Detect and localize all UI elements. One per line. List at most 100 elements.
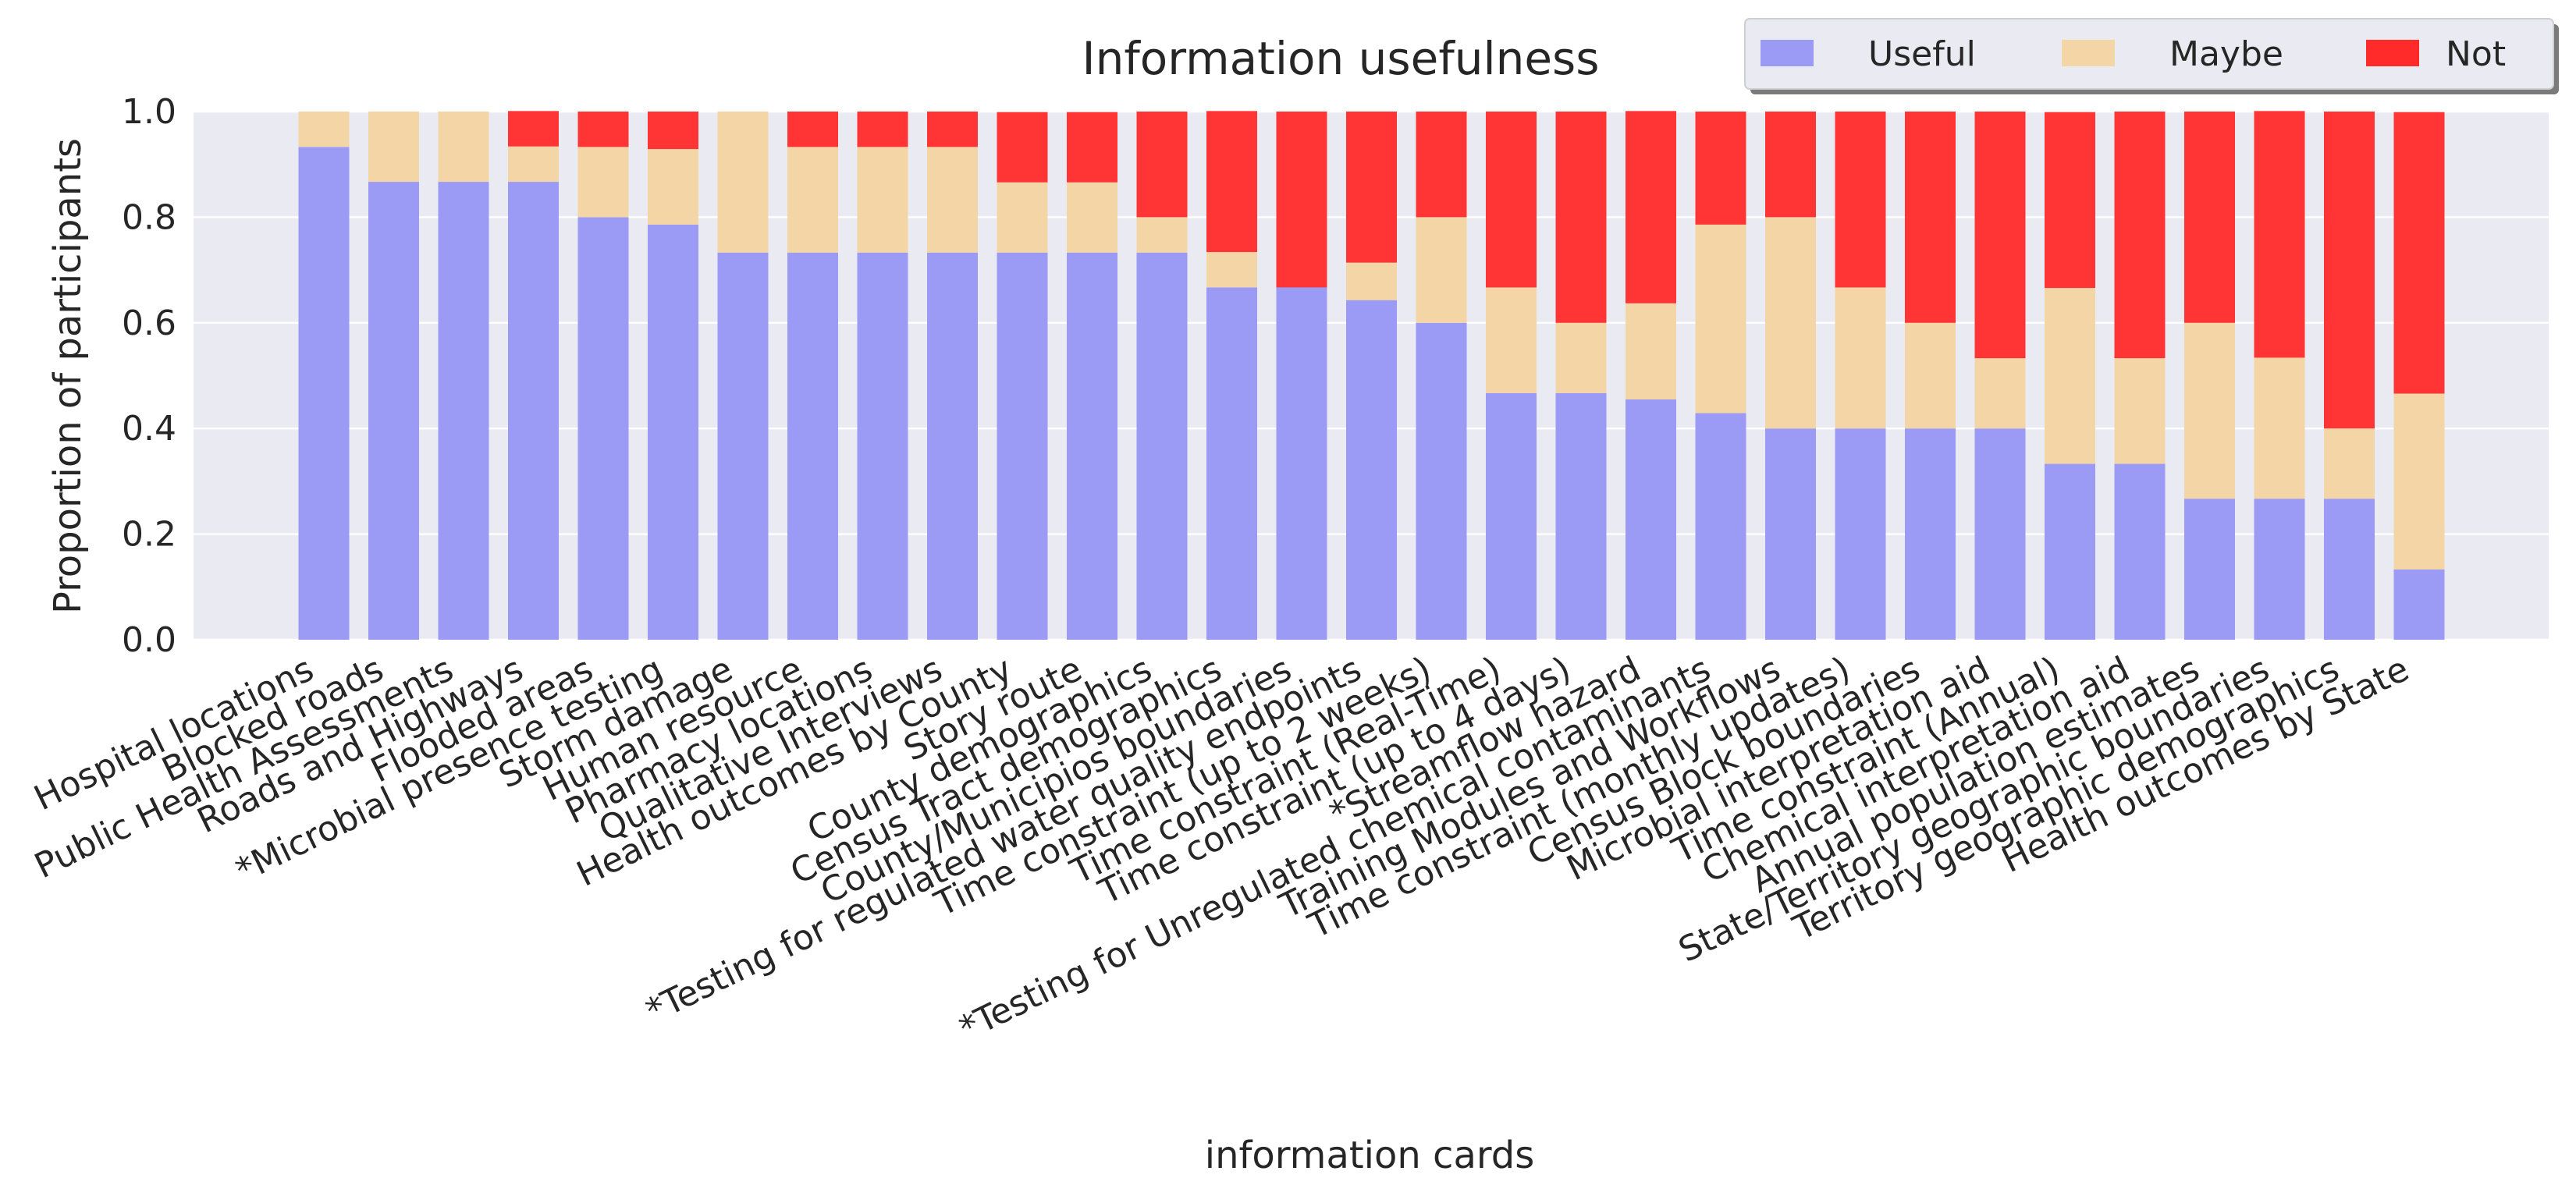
bar-maybe bbox=[648, 149, 698, 225]
bar-maybe bbox=[1765, 217, 1816, 429]
bar-not bbox=[1835, 112, 1886, 288]
bar-not bbox=[508, 111, 559, 147]
bar-maybe bbox=[1486, 287, 1537, 393]
bar-maybe bbox=[438, 112, 489, 183]
bar-useful bbox=[1416, 322, 1467, 640]
bar-useful bbox=[577, 217, 629, 640]
bar-not bbox=[577, 112, 629, 147]
y-tick-label: 0.6 bbox=[122, 303, 176, 343]
bar-useful bbox=[2393, 569, 2445, 640]
bar-useful bbox=[1555, 392, 1607, 640]
bar-useful bbox=[2254, 499, 2305, 640]
bar-maybe bbox=[927, 147, 978, 253]
legend: Useful Maybe Not bbox=[1744, 18, 2559, 94]
bar-maybe bbox=[1626, 303, 1676, 399]
bar-useful bbox=[787, 252, 838, 640]
bar-maybe bbox=[2184, 322, 2235, 499]
bar-not bbox=[1346, 112, 1397, 263]
bar-not bbox=[1974, 112, 2026, 359]
bar-useful bbox=[1905, 428, 1956, 640]
bar-not bbox=[1206, 111, 1257, 253]
bar-useful bbox=[997, 252, 1048, 640]
bar-useful bbox=[298, 147, 350, 640]
bar-useful bbox=[1486, 392, 1537, 640]
y-axis-label: Proportion of participants bbox=[46, 138, 90, 614]
y-tick-labels: 0.0 0.2 0.4 0.6 0.8 1.0 bbox=[122, 92, 176, 660]
bar-not bbox=[997, 112, 1048, 183]
bar-not bbox=[2114, 112, 2166, 359]
bar-not bbox=[1486, 112, 1537, 288]
bar-maybe bbox=[2045, 288, 2095, 464]
bar-not bbox=[1416, 112, 1467, 218]
chart-title: Information usefulness bbox=[1082, 32, 1599, 85]
bar-useful bbox=[2045, 463, 2095, 640]
bar-not bbox=[1136, 112, 1188, 218]
bar-not bbox=[1695, 112, 1746, 225]
bar-useful bbox=[438, 182, 489, 640]
bar-useful bbox=[1136, 252, 1188, 640]
bar-maybe bbox=[1416, 217, 1467, 323]
bar-useful bbox=[2114, 463, 2166, 640]
bar-not bbox=[1555, 112, 1607, 323]
bar-maybe bbox=[577, 147, 629, 218]
bar-maybe bbox=[1206, 252, 1257, 288]
y-tick-label: 0.2 bbox=[122, 515, 176, 555]
legend-box bbox=[1744, 18, 2554, 90]
bar-useful bbox=[1626, 399, 1676, 640]
bar-useful bbox=[1695, 413, 1746, 640]
x-axis-label: information cards bbox=[1205, 1134, 1534, 1177]
bar-not bbox=[1276, 112, 1327, 288]
y-tick-label: 0.8 bbox=[122, 197, 176, 237]
bar-maybe bbox=[368, 112, 419, 183]
bar-group bbox=[298, 111, 2445, 640]
bar-maybe bbox=[2324, 428, 2375, 499]
y-tick-label: 0.4 bbox=[122, 409, 176, 449]
bar-not bbox=[2254, 111, 2305, 358]
bar-maybe bbox=[1555, 322, 1607, 393]
bar-useful bbox=[1765, 428, 1816, 640]
bar-useful bbox=[927, 252, 978, 640]
legend-label-maybe: Maybe bbox=[2169, 34, 2283, 74]
bar-maybe bbox=[1695, 224, 1746, 413]
bar-not bbox=[1905, 112, 1956, 323]
bar-useful bbox=[1346, 300, 1397, 640]
legend-label-useful: Useful bbox=[1868, 34, 1976, 74]
bar-not bbox=[1067, 112, 1117, 183]
bar-useful bbox=[368, 182, 419, 640]
bar-not bbox=[927, 112, 978, 147]
bar-not bbox=[2393, 112, 2445, 394]
bar-maybe bbox=[1974, 358, 2026, 429]
bar-maybe bbox=[717, 112, 769, 253]
bar-maybe bbox=[787, 147, 838, 253]
bar-useful bbox=[508, 182, 559, 640]
bar-useful bbox=[2324, 499, 2375, 640]
bar-not bbox=[1626, 111, 1676, 303]
bar-maybe bbox=[1136, 217, 1188, 253]
bar-not bbox=[2045, 112, 2095, 289]
y-tick-label: 0.0 bbox=[122, 620, 176, 660]
legend-swatch-useful bbox=[1761, 40, 1814, 66]
bar-not bbox=[648, 112, 698, 150]
legend-label-not: Not bbox=[2446, 34, 2506, 74]
bar-useful bbox=[1206, 287, 1257, 640]
legend-swatch-maybe bbox=[2062, 40, 2115, 66]
bar-useful bbox=[857, 252, 908, 640]
bar-useful bbox=[648, 224, 698, 640]
bar-maybe bbox=[1905, 322, 1956, 429]
bar-maybe bbox=[298, 112, 350, 147]
bar-maybe bbox=[857, 147, 908, 253]
bar-useful bbox=[717, 252, 769, 640]
bar-maybe bbox=[2114, 358, 2166, 464]
y-tick-label: 1.0 bbox=[122, 92, 176, 132]
bar-useful bbox=[2184, 499, 2235, 640]
bar-useful bbox=[1067, 252, 1117, 640]
bar-maybe bbox=[1835, 287, 1886, 429]
bar-useful bbox=[1974, 428, 2026, 640]
bar-not bbox=[2184, 112, 2235, 323]
bar-maybe bbox=[2393, 393, 2445, 570]
bar-maybe bbox=[2254, 357, 2305, 499]
bar-useful bbox=[1835, 428, 1886, 640]
bar-not bbox=[2324, 112, 2375, 429]
